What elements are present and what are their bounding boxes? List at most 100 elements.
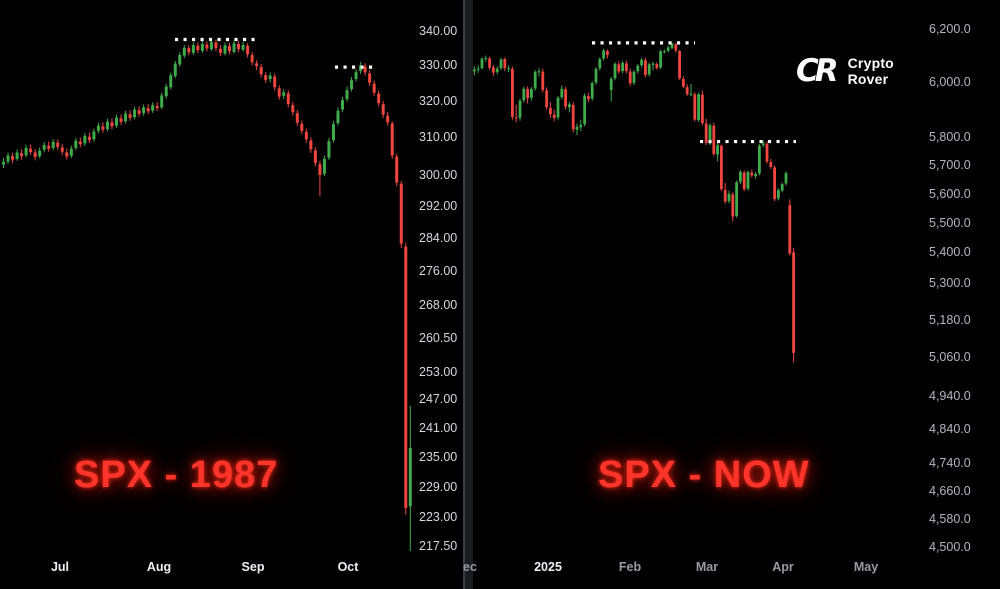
candle-body bbox=[368, 73, 372, 83]
candle-body bbox=[735, 182, 738, 216]
candle-body bbox=[151, 105, 155, 111]
candle-body bbox=[6, 155, 10, 162]
panel-divider bbox=[463, 0, 473, 589]
candle-body bbox=[264, 75, 268, 80]
candle-body bbox=[223, 45, 227, 54]
candle-body bbox=[761, 143, 765, 146]
candle-body bbox=[69, 148, 73, 156]
candle-body bbox=[773, 167, 776, 200]
candle-body bbox=[96, 125, 100, 131]
spx-now-candles bbox=[473, 41, 796, 363]
candle-body bbox=[685, 87, 689, 95]
candle-body bbox=[155, 105, 159, 109]
candle-body bbox=[115, 117, 118, 126]
candle-body bbox=[228, 46, 231, 52]
candle-body bbox=[704, 123, 708, 143]
candle-body bbox=[628, 71, 632, 84]
candle-body bbox=[754, 174, 757, 177]
candle-body bbox=[476, 68, 480, 70]
candle-body bbox=[273, 76, 277, 88]
candle-body bbox=[720, 145, 723, 190]
candle-body bbox=[678, 51, 681, 79]
candle-body bbox=[792, 252, 795, 353]
watermark-line2: Rover bbox=[847, 71, 889, 87]
candle-body bbox=[119, 118, 123, 122]
candle-body bbox=[731, 194, 735, 217]
candle-body bbox=[480, 58, 484, 69]
candle-body bbox=[47, 145, 51, 149]
right-chart-title: SPX - NOW bbox=[598, 454, 810, 496]
candle-body bbox=[345, 90, 349, 100]
candle-body bbox=[765, 143, 769, 162]
candle-body bbox=[322, 158, 326, 174]
candle-body bbox=[632, 71, 636, 83]
candle-body bbox=[556, 97, 560, 118]
spx-1987-candles bbox=[2, 37, 412, 552]
candle-body bbox=[526, 89, 529, 99]
candle-body bbox=[83, 135, 87, 144]
candle-body bbox=[74, 140, 78, 148]
candle-body bbox=[564, 89, 567, 107]
candle-body bbox=[484, 57, 488, 59]
candle-body bbox=[575, 126, 579, 130]
candle-body bbox=[331, 124, 335, 141]
candle-body bbox=[602, 50, 605, 59]
candle-body bbox=[689, 93, 693, 95]
candle-body bbox=[137, 110, 141, 114]
candle-body bbox=[727, 193, 731, 202]
candle-body bbox=[124, 113, 128, 122]
candle-body bbox=[723, 189, 727, 202]
candle-body bbox=[142, 107, 146, 114]
candle-body bbox=[327, 141, 331, 158]
candle-body bbox=[488, 58, 491, 68]
candle-body bbox=[341, 100, 344, 110]
candle-body bbox=[780, 184, 784, 191]
candle-body bbox=[587, 96, 590, 100]
candle-body bbox=[549, 107, 552, 115]
crypto-rover-watermark: CR Crypto Rover bbox=[796, 54, 894, 88]
candle-body bbox=[404, 246, 408, 508]
candle-body bbox=[399, 183, 403, 244]
candle-body bbox=[655, 64, 659, 69]
candle-body bbox=[259, 67, 263, 75]
candle-body bbox=[571, 104, 575, 130]
candle-body bbox=[133, 109, 137, 118]
candle-body bbox=[255, 63, 259, 67]
candle-body bbox=[492, 67, 495, 73]
candle-body bbox=[363, 66, 367, 73]
candle-body bbox=[666, 47, 670, 51]
candle-body bbox=[742, 172, 746, 190]
candle-body bbox=[613, 63, 617, 79]
candle-body bbox=[514, 117, 518, 119]
candle-body bbox=[511, 68, 514, 117]
candle-body bbox=[545, 90, 548, 108]
candle-body bbox=[29, 148, 33, 153]
candle-body bbox=[541, 71, 545, 90]
candle-body bbox=[232, 43, 236, 52]
candle-body bbox=[200, 43, 204, 51]
watermark-line1: Crypto bbox=[847, 55, 894, 71]
candle-body bbox=[533, 71, 537, 89]
candle-body bbox=[318, 164, 322, 175]
candle-body bbox=[682, 79, 685, 87]
candle-body bbox=[395, 156, 399, 183]
candle-body bbox=[758, 145, 761, 174]
candle-body bbox=[42, 144, 46, 150]
candle-body bbox=[644, 60, 647, 76]
candle-body bbox=[38, 150, 42, 157]
candle-body bbox=[187, 48, 191, 53]
candle-body bbox=[15, 152, 19, 159]
candle-body bbox=[286, 93, 290, 105]
candle-body bbox=[530, 89, 533, 98]
candle-body bbox=[60, 147, 64, 152]
candle-body bbox=[250, 54, 254, 63]
candle-body bbox=[128, 114, 132, 118]
candle-body bbox=[777, 190, 780, 199]
candle-body bbox=[522, 88, 526, 101]
candle-body bbox=[693, 94, 697, 120]
candle-body bbox=[518, 100, 522, 118]
candle-body bbox=[579, 124, 583, 128]
candle-body bbox=[196, 45, 200, 51]
candle-body bbox=[568, 104, 571, 108]
candle-body bbox=[309, 140, 313, 150]
